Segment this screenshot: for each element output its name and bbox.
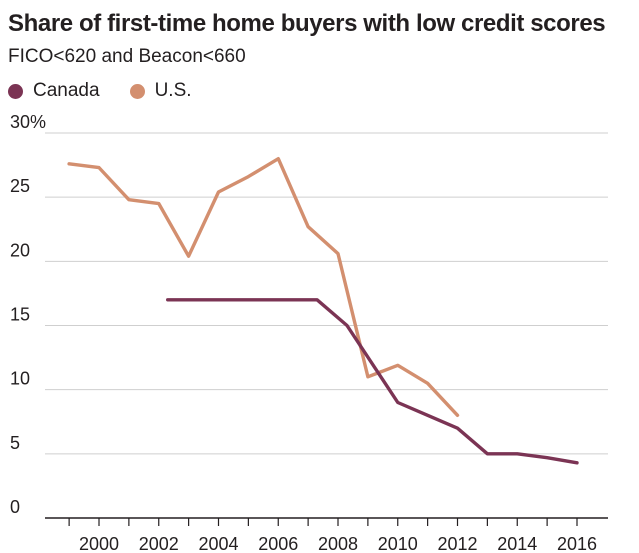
legend-label-us: U.S. (154, 80, 192, 101)
y-tick-label: 10 (10, 369, 30, 389)
x-tick-label: 2010 (378, 534, 418, 553)
legend-item-canada: Canada (8, 80, 100, 102)
chart-title: Share of first-time home buyers with low… (8, 10, 606, 37)
x-tick-label: 2014 (497, 534, 537, 553)
x-tick-label: 2000 (79, 534, 119, 553)
y-tick-label: 25 (10, 176, 30, 196)
y-tick-label: 5 (10, 433, 20, 453)
chart-subtitle: FICO<620 and Beacon<660 (8, 46, 246, 67)
x-tick-label: 2006 (258, 534, 298, 553)
x-tick-label: 2002 (139, 534, 179, 553)
y-tick-label: 30% (10, 112, 46, 132)
y-tick-label: 15 (10, 305, 30, 325)
x-tick-label: 2016 (557, 534, 597, 553)
legend-swatch-us (129, 83, 145, 99)
chart-legend: Canada U.S. (8, 80, 222, 102)
x-tick-label: 2004 (198, 534, 238, 553)
y-tick-label: 20 (10, 240, 30, 260)
legend-swatch-canada (8, 83, 23, 99)
series-line-us (67, 156, 460, 417)
legend-item-us: U.S. (129, 80, 192, 102)
y-tick-label: 0 (10, 497, 20, 517)
x-tick-label: 2012 (437, 534, 477, 553)
legend-label-canada: Canada (33, 80, 100, 101)
x-tick-label: 2008 (318, 534, 358, 553)
series-line-canada (165, 298, 579, 465)
